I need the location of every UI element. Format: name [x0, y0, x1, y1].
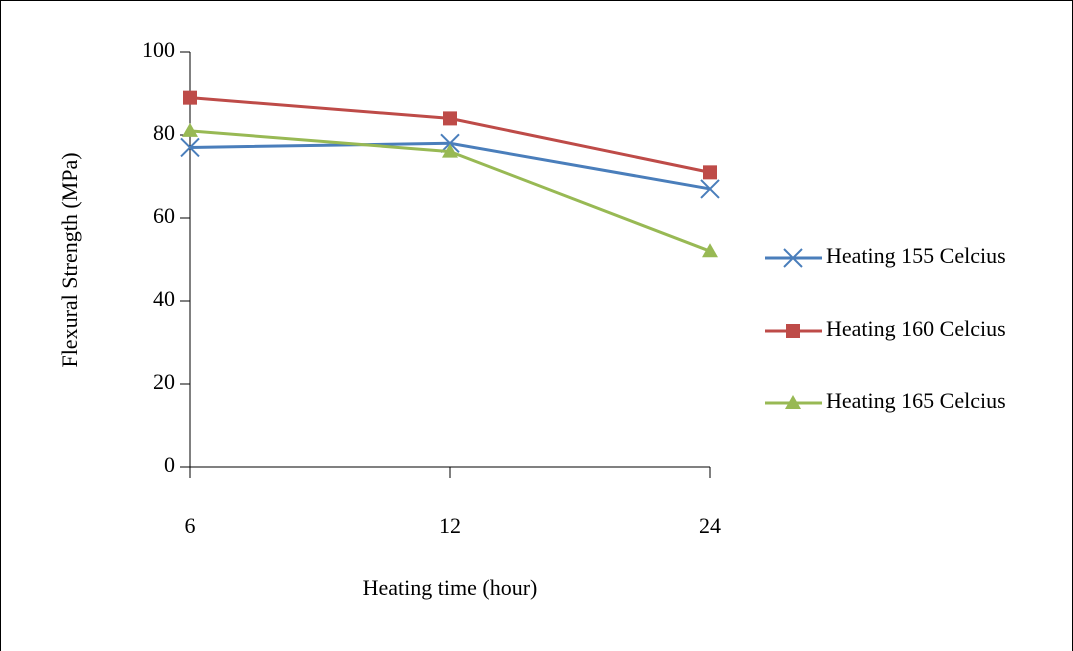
data-point — [440, 133, 460, 154]
legend-label: Heating 165 Celcius — [826, 388, 1006, 413]
legend-label: Heating 160 Celcius — [826, 316, 1006, 341]
y-tick-label: 40 — [153, 286, 175, 311]
x-tick-label: 24 — [699, 513, 721, 538]
data-point — [183, 90, 197, 105]
data-point — [703, 165, 717, 180]
data-point — [702, 243, 718, 258]
data-point — [182, 122, 198, 137]
data-point — [442, 143, 458, 158]
y-tick-label: 60 — [153, 203, 175, 228]
y-tick-label: 0 — [164, 452, 175, 477]
data-point — [700, 179, 720, 199]
data-point — [180, 137, 200, 158]
x-tick-label: 6 — [185, 513, 196, 538]
legend-label: Heating 155 Celcius — [826, 243, 1006, 268]
data-point — [443, 111, 457, 126]
legend-marker — [786, 324, 800, 338]
y-tick-label: 20 — [153, 369, 175, 394]
x-axis-title: Heating time (hour) — [363, 575, 538, 600]
series-line — [189, 96, 711, 174]
legend-marker — [785, 395, 801, 409]
y-axis-title: Flexural Strength (MPa) — [57, 152, 82, 367]
x-tick-label: 12 — [439, 513, 461, 538]
y-tick-label: 80 — [153, 120, 175, 145]
legend-marker — [783, 248, 803, 268]
y-tick-label: 100 — [142, 37, 175, 62]
